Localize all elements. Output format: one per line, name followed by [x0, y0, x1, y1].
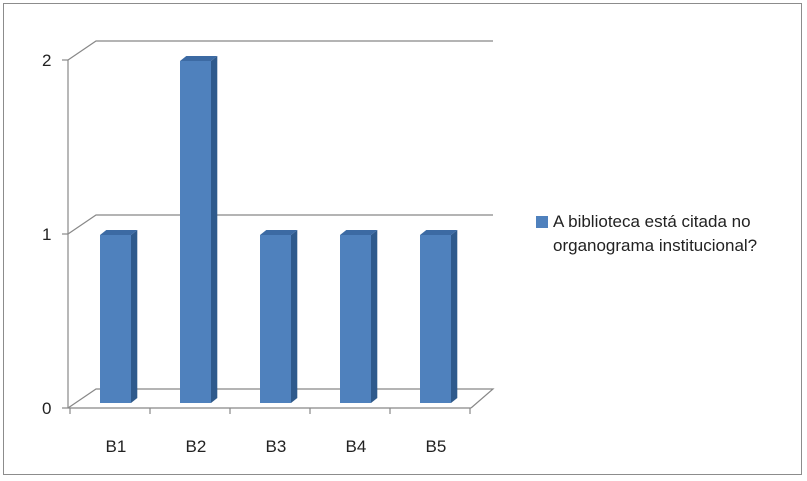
bar-top: [340, 230, 378, 235]
tick-labels: 0 1 2 B1 B2 B3 B4 B5: [42, 51, 446, 456]
gridline: [67, 214, 493, 235]
x-tick-label: B4: [346, 437, 367, 456]
x-tick-label: B2: [186, 437, 207, 456]
bar-side: [451, 230, 458, 403]
bar-side: [291, 230, 298, 403]
legend-swatch: [536, 216, 548, 228]
x-tick-label: B3: [266, 437, 287, 456]
bars: [100, 56, 458, 403]
axes: [62, 59, 471, 414]
bar: [420, 235, 451, 403]
y-tick-label: 1: [42, 225, 51, 244]
gridline: [67, 40, 493, 61]
bar-top: [420, 230, 458, 235]
bar-top: [100, 230, 138, 235]
x-tick-label: B5: [426, 437, 447, 456]
y-tick-label: 0: [42, 399, 51, 418]
bar-side: [211, 56, 218, 403]
x-tick-label: B1: [106, 437, 127, 456]
bar: [260, 235, 291, 403]
y-tick-label: 2: [42, 51, 51, 70]
bar-top: [180, 56, 218, 61]
bar: [100, 235, 131, 403]
bar-side: [371, 230, 378, 403]
legend-label: A biblioteca está citada no organograma …: [553, 212, 758, 255]
bar-top: [260, 230, 298, 235]
bar: [180, 61, 211, 403]
bar: [340, 235, 371, 403]
bar-side: [131, 230, 138, 403]
